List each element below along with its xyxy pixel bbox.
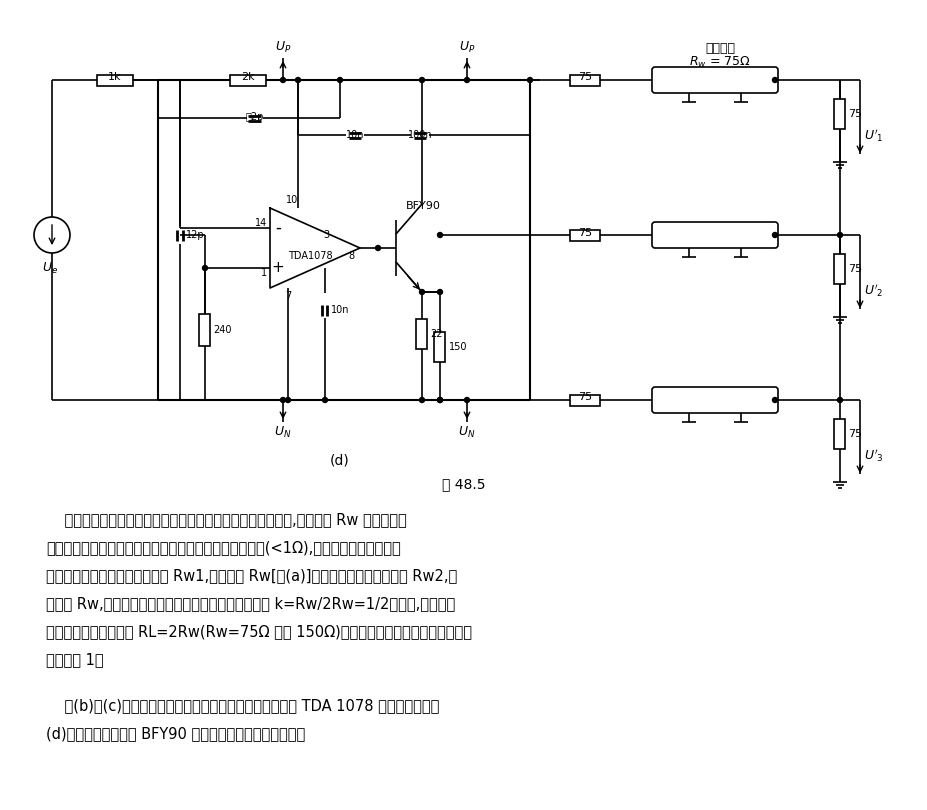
Circle shape — [771, 232, 777, 237]
Text: $U_N$: $U_N$ — [458, 425, 476, 440]
Circle shape — [419, 398, 424, 403]
Text: $U'_3$: $U'_3$ — [863, 448, 883, 464]
Polygon shape — [270, 208, 360, 288]
Text: 同轴导线: 同轴导线 — [705, 41, 734, 54]
Circle shape — [419, 78, 424, 83]
Text: 7: 7 — [285, 291, 291, 301]
FancyBboxPatch shape — [652, 387, 777, 413]
Text: 图 48.5: 图 48.5 — [442, 477, 485, 491]
Text: 3: 3 — [323, 230, 329, 240]
Text: 75: 75 — [578, 73, 591, 83]
Bar — [833, 254, 844, 284]
FancyBboxPatch shape — [652, 222, 777, 248]
Text: 8: 8 — [349, 251, 355, 261]
Text: 要在放大器输出端接入一个电阻 Rw1,其阻值为 Rw[图(a)]。若在导线末端接入电阻 Rw2,使: 要在放大器输出端接入一个电阻 Rw1,其阻值为 Rw[图(a)]。若在导线末端接… — [46, 568, 457, 583]
Bar — [833, 419, 844, 449]
Text: 75: 75 — [847, 109, 862, 119]
Circle shape — [437, 398, 442, 403]
Text: 14: 14 — [255, 218, 267, 228]
Bar — [199, 314, 210, 346]
Text: 75: 75 — [847, 429, 862, 439]
Circle shape — [295, 78, 300, 83]
Text: $R_w$ = 75Ω: $R_w$ = 75Ω — [689, 54, 750, 70]
Bar — [230, 75, 266, 86]
Bar — [833, 99, 844, 129]
Circle shape — [437, 232, 442, 237]
Circle shape — [202, 266, 208, 271]
Circle shape — [280, 78, 286, 83]
Text: 其值为 Rw,则从放大器输出端至导线输出端的传递系数 k=Rw/2Rw=1/2。这样,在放大器: 其值为 Rw,则从放大器输出端至导线输出端的传递系数 k=Rw/2Rw=1/2。… — [46, 596, 455, 611]
Text: 图(b)和(c)电路分别为反相端和同相端输入至运算放大器 TDA 1078 的实际电路。图: 图(b)和(c)电路分别为反相端和同相端输入至运算放大器 TDA 1078 的实… — [46, 698, 438, 713]
Text: 10n: 10n — [330, 305, 349, 315]
Circle shape — [419, 289, 424, 295]
Circle shape — [437, 398, 442, 403]
Text: BFY90: BFY90 — [406, 201, 440, 211]
Text: (d): (d) — [330, 453, 349, 467]
Bar — [569, 229, 600, 241]
Text: 240: 240 — [213, 325, 232, 335]
Circle shape — [527, 78, 532, 83]
Text: 10: 10 — [286, 195, 298, 205]
Text: $U_P$: $U_P$ — [274, 40, 291, 55]
Circle shape — [337, 78, 342, 83]
Text: 2k: 2k — [241, 73, 255, 83]
Text: 线隔离。由于具有很强负反馈的运算放大器输出阻抗很低(<1Ω),因此在接入同轴电缆时: 线隔离。由于具有很强负反馈的运算放大器输出阻抗很低(<1Ω),因此在接入同轴电缆… — [46, 540, 400, 555]
Text: (d)后接有高频晶体管 BFY90 的反相输入阻抗变换器电路。: (d)后接有高频晶体管 BFY90 的反相输入阻抗变换器电路。 — [46, 726, 305, 741]
Text: 75: 75 — [578, 228, 591, 237]
Text: 约2p: 约2p — [246, 113, 264, 122]
Text: $U_N$: $U_N$ — [274, 425, 291, 440]
Text: 1k: 1k — [108, 73, 121, 83]
FancyBboxPatch shape — [652, 67, 777, 93]
Circle shape — [375, 245, 380, 250]
Bar — [434, 332, 445, 362]
Circle shape — [280, 398, 286, 403]
Text: 75: 75 — [847, 264, 862, 274]
Circle shape — [437, 289, 442, 295]
Text: 在输入高速脉冲信号时要采用同轴导线。为了防止反射作用,需用波阻 Rw 在两侧将导: 在输入高速脉冲信号时要采用同轴导线。为了防止反射作用,需用波阻 Rw 在两侧将导 — [46, 512, 406, 527]
Text: 22: 22 — [430, 329, 442, 339]
Circle shape — [771, 78, 777, 83]
Text: -: - — [274, 219, 281, 237]
Circle shape — [464, 78, 469, 83]
Text: TDA1078: TDA1078 — [287, 251, 332, 261]
Text: 10n: 10n — [346, 130, 364, 139]
Circle shape — [464, 398, 469, 403]
Bar — [569, 394, 600, 406]
Circle shape — [836, 398, 842, 403]
Bar — [97, 75, 133, 86]
Circle shape — [323, 398, 327, 403]
Bar — [569, 75, 600, 86]
Text: 150: 150 — [448, 342, 466, 352]
Text: 输出端近似有负载电阻 RL=2Rw(Rw=75Ω 时为 150Ω)。放大器输入端与导线输出端总放: 输出端近似有负载电阻 RL=2Rw(Rw=75Ω 时为 150Ω)。放大器输入端… — [46, 624, 472, 639]
Circle shape — [836, 232, 842, 237]
Text: $U'_2$: $U'_2$ — [863, 283, 883, 300]
Text: $U_e$: $U_e$ — [42, 261, 58, 276]
Text: +: + — [272, 261, 284, 275]
Text: $U_P$: $U_P$ — [458, 40, 475, 55]
Text: $U'_1$: $U'_1$ — [863, 128, 883, 144]
Circle shape — [771, 398, 777, 403]
Bar — [416, 319, 427, 349]
Text: 100n: 100n — [407, 130, 432, 139]
Circle shape — [286, 398, 290, 403]
Text: 1: 1 — [260, 268, 267, 278]
Text: 75: 75 — [578, 393, 591, 403]
Text: 大系数为 1。: 大系数为 1。 — [46, 652, 104, 667]
Text: 12p: 12p — [185, 230, 205, 240]
